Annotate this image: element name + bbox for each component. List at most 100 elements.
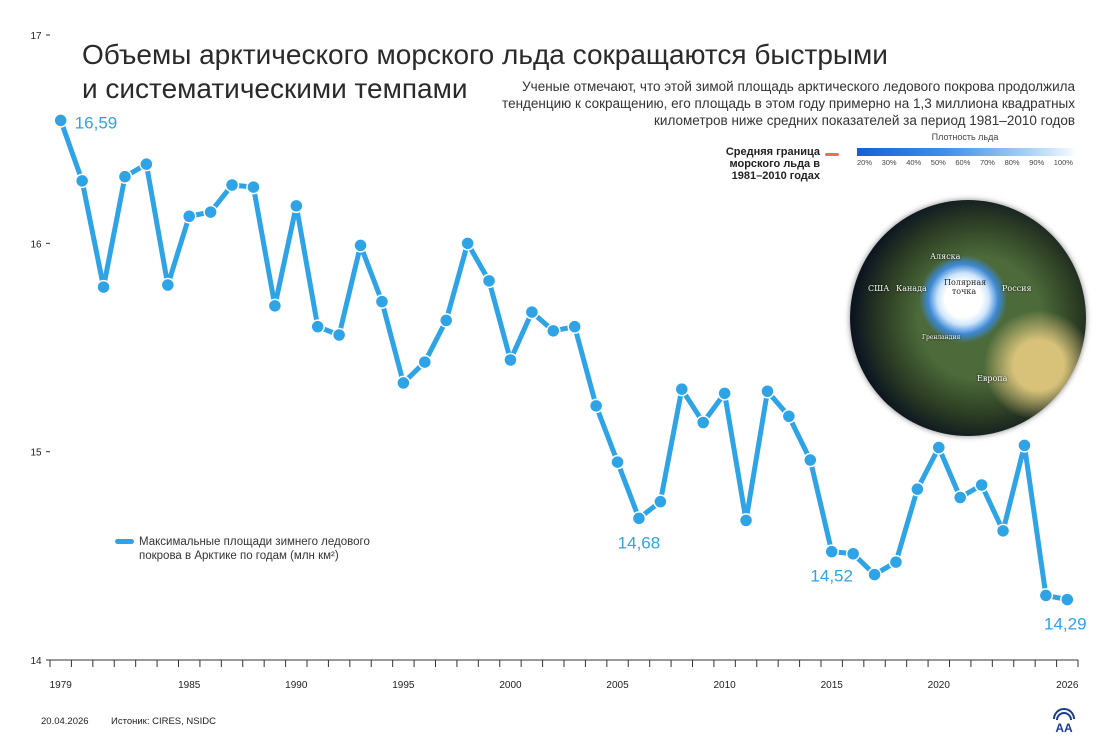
data-point-2012 <box>760 384 775 399</box>
x-tick-label: 1990 <box>285 680 308 691</box>
data-point-1996 <box>417 354 433 370</box>
density-tick: 30% <box>881 158 897 167</box>
data-label-2015: 14,52 <box>810 567 853 586</box>
data-point-1990 <box>289 198 304 214</box>
y-tick-label: 17 <box>30 31 42 42</box>
map-label-europe: Европа <box>977 374 1008 383</box>
x-tick-label: 2026 <box>1056 680 1079 691</box>
data-point-1988 <box>246 179 261 195</box>
map-label-pole: Полярная точка <box>944 278 987 296</box>
data-point-2001 <box>524 304 540 320</box>
density-tick: 50% <box>930 158 946 167</box>
density-ticks: 20% 30% 40% 50% 60% 70% 80% 90% 100% <box>857 158 1073 167</box>
data-point-1998 <box>460 236 475 251</box>
data-point-1983 <box>139 156 154 172</box>
data-point-2014 <box>803 452 818 468</box>
density-tick: 40% <box>906 158 922 167</box>
data-point-2018 <box>888 554 904 570</box>
arctic-globe-map: США Канада Аляска Полярная точка Россия … <box>850 200 1086 436</box>
map-label-canada: Канада <box>896 284 927 293</box>
data-label-2026: 14,29 <box>1044 615 1087 634</box>
data-point-2024 <box>1017 438 1032 453</box>
data-point-1992 <box>331 327 347 343</box>
data-point-2022 <box>974 477 989 493</box>
chart-subtitle: Ученые отмечают, что этой зимой площадь … <box>502 79 1075 128</box>
data-point-2003 <box>567 319 582 334</box>
density-tick: 60% <box>955 158 971 167</box>
data-point-2007 <box>653 494 668 509</box>
data-point-2005 <box>610 454 625 470</box>
data-point-1994 <box>374 294 390 309</box>
svg-text:AA: AA <box>1055 721 1073 733</box>
chart-title: Объемы арктического морского льда сокращ… <box>82 38 888 106</box>
data-point-2010 <box>717 386 732 401</box>
data-point-2023 <box>995 523 1011 539</box>
data-point-2002 <box>546 323 561 339</box>
data-point-2008 <box>674 381 690 397</box>
density-colorbar <box>857 148 1073 156</box>
y-tick-label: 16 <box>30 239 42 250</box>
data-point-2025 <box>1038 588 1054 603</box>
data-point-2004 <box>588 398 604 414</box>
data-point-2020 <box>931 440 947 455</box>
data-point-1989 <box>267 298 283 314</box>
density-title: Плотность льда <box>931 132 999 142</box>
data-point-1987 <box>224 177 240 193</box>
x-tick-label: 1995 <box>392 680 415 691</box>
data-point-1986 <box>203 204 218 220</box>
footer-date: 20.04.2026 <box>41 716 89 727</box>
data-point-2021 <box>952 490 968 505</box>
x-tick-label: 2010 <box>714 680 737 691</box>
data-point-2013 <box>781 409 797 424</box>
data-point-1993 <box>353 238 368 253</box>
data-point-1985 <box>181 209 197 224</box>
data-label-2006: 14,68 <box>618 533 661 552</box>
data-point-2000 <box>503 352 518 368</box>
data-label-1979: 16,59 <box>75 113 118 132</box>
legend-label: Максимальные площади зимнего ледового по… <box>139 536 370 562</box>
border-legend-swatch <box>825 153 839 156</box>
map-label-usa: США <box>868 284 890 293</box>
x-tick-label: 1979 <box>50 680 73 691</box>
density-tick: 90% <box>1029 158 1045 167</box>
map-label-alaska: Аляска <box>930 252 961 261</box>
density-tick: 20% <box>857 158 873 167</box>
data-point-1995 <box>396 375 411 391</box>
title-line-1: Объемы арктического морского льда сокращ… <box>82 39 888 70</box>
density-tick: 100% <box>1053 158 1073 167</box>
chart-legend: Максимальные площади зимнего ледового по… <box>115 535 379 563</box>
data-point-2009 <box>695 415 711 430</box>
x-tick-label: 2020 <box>928 680 951 691</box>
x-tick-label: 2015 <box>821 680 844 691</box>
data-point-2011 <box>738 513 754 528</box>
data-point-2006 <box>631 511 647 526</box>
data-point-2019 <box>910 481 925 497</box>
legend-swatch <box>115 539 134 544</box>
data-point-1980 <box>74 173 90 189</box>
data-point-2017 <box>867 567 882 582</box>
data-point-1981 <box>96 279 111 295</box>
data-point-1999 <box>481 273 497 289</box>
x-tick-label: 1985 <box>178 680 201 691</box>
data-point-2016 <box>845 546 861 561</box>
data-point-1982 <box>117 169 133 184</box>
title-line-2: и систематическими темпами <box>82 73 468 104</box>
x-tick-label: 2000 <box>499 680 522 691</box>
data-point-1979 <box>53 113 68 128</box>
data-point-2026 <box>1060 592 1075 607</box>
y-tick-label: 15 <box>30 448 42 459</box>
density-tick: 70% <box>979 158 995 167</box>
map-label-greenland: Гренландия <box>922 334 961 341</box>
data-point-2015 <box>824 544 839 559</box>
aa-logo-icon: AA <box>1053 708 1075 733</box>
x-tick-label: 2005 <box>606 680 629 691</box>
border-legend-label: Средняя граница морского льда в 1981–201… <box>725 146 820 182</box>
footer-source: Истоник: CIRES, NSIDC <box>111 716 216 727</box>
data-point-1984 <box>160 277 176 293</box>
data-point-1991 <box>310 319 325 334</box>
map-label-russia: Россия <box>1002 284 1032 293</box>
y-tick-label: 14 <box>30 656 42 667</box>
density-tick: 80% <box>1004 158 1020 167</box>
data-point-1997 <box>438 313 454 328</box>
